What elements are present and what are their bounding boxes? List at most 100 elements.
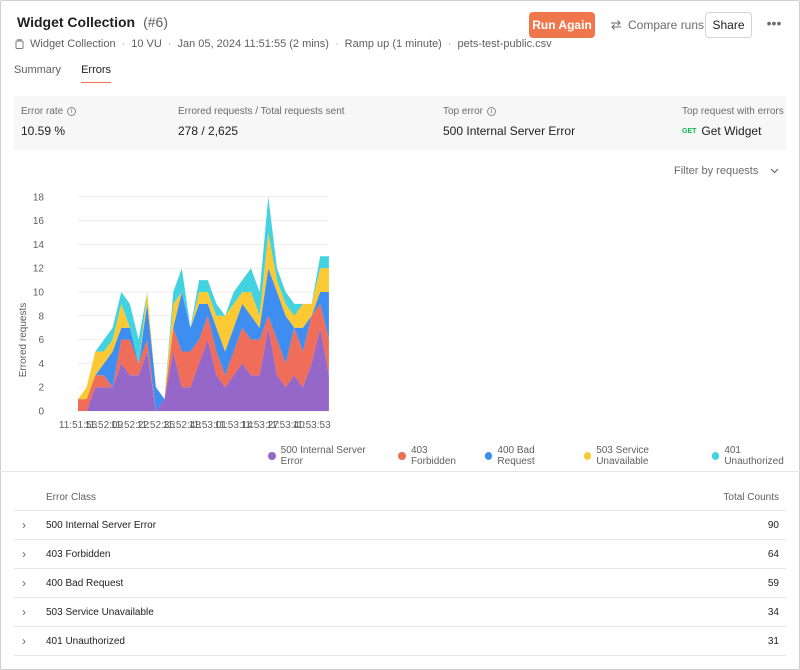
table-row[interactable]: › 403 Forbidden 64: [14, 540, 786, 569]
legend-label: 401 Unauthorized: [724, 445, 784, 467]
info-icon[interactable]: i: [67, 107, 77, 116]
table-row[interactable]: › 503 Service Unavailable 34: [14, 598, 786, 627]
x-tick-label: 11:52:09: [85, 420, 124, 431]
table-row[interactable]: › 500 Internal Server Error 90: [14, 511, 786, 540]
legend-dot: [398, 452, 406, 460]
share-button[interactable]: Share: [705, 12, 752, 38]
error-class-name: 400 Bad Request: [46, 577, 124, 589]
compare-runs-label: Compare runs: [628, 18, 705, 32]
chevron-right-icon[interactable]: ›: [22, 547, 26, 561]
meta-data-file: pets-test-public.csv: [457, 38, 552, 50]
chevron-right-icon[interactable]: ›: [22, 634, 26, 648]
metric-errored-label: Errored requests / Total requests sent: [178, 106, 345, 117]
chevron-right-icon[interactable]: ›: [22, 576, 26, 590]
run-again-button[interactable]: Run Again: [529, 12, 595, 38]
error-count: 59: [767, 577, 779, 589]
area-series-4[interactable]: [78, 196, 329, 400]
metrics-panel: Error rate i 10.59 % Errored requests / T…: [14, 96, 786, 150]
metric-top-request-name[interactable]: Get Widget: [701, 124, 762, 138]
metric-error-rate: Error rate i 10.59 %: [21, 106, 77, 138]
area-series-2[interactable]: [78, 268, 329, 411]
more-options-icon[interactable]: •••: [766, 15, 782, 31]
tab-bar: Summary Errors: [14, 64, 112, 83]
y-tick-label: 10: [33, 288, 45, 299]
chevron-right-icon[interactable]: ›: [22, 605, 26, 619]
y-tick-label: 6: [38, 335, 44, 346]
error-class-table: Error Class Total Counts › 500 Internal …: [14, 484, 786, 656]
error-class-name: 503 Service Unavailable: [46, 606, 154, 618]
x-tick-label: 11:52:35: [137, 420, 176, 431]
x-tick-label: 11:53:53: [292, 420, 331, 431]
meta-collection: Widget Collection: [30, 38, 116, 50]
legend-item-503[interactable]: 503 Service Unavailable: [583, 445, 700, 467]
legend-item-500[interactable]: 500 Internal Server Error: [268, 445, 386, 467]
legend-label: 400 Bad Request: [497, 445, 535, 467]
legend-dot: [583, 452, 592, 460]
y-tick-label: 16: [33, 216, 45, 227]
meta-separator: ·: [447, 38, 452, 50]
x-tick-label: 11:53:14: [215, 420, 254, 431]
metric-error-rate-label: Error rate: [21, 106, 64, 117]
title-row: Widget Collection (#6): [17, 14, 168, 30]
legend-label: 500 Internal Server Error: [280, 445, 366, 467]
tab-summary[interactable]: Summary: [14, 64, 62, 76]
y-tick-label: 14: [33, 240, 45, 251]
meta-load-profile: Ramp up (1 minute): [344, 38, 442, 50]
error-class-name: 401 Unauthorized: [46, 635, 125, 647]
y-tick-label: 0: [38, 407, 44, 418]
x-tick-label: 11:51:56: [59, 420, 98, 431]
compare-runs-button[interactable]: Compare runs: [610, 13, 704, 37]
y-tick-label: 2: [38, 383, 44, 394]
x-tick-label: 11:53:27: [241, 420, 280, 431]
compare-arrows-icon: [611, 20, 621, 30]
x-tick-label: 11:53:01: [189, 420, 228, 431]
filter-by-requests-dropdown[interactable]: Filter by requests: [674, 165, 779, 177]
error-count: 31: [767, 635, 779, 647]
error-count: 64: [767, 548, 779, 560]
y-tick-label: 8: [38, 311, 44, 322]
meta-separator: ·: [121, 38, 126, 50]
metric-errored-requests: Errored requests / Total requests sent 2…: [178, 106, 345, 138]
x-axis-ticks: 11:51:5611:52:0911:52:2211:52:3511:52:48…: [59, 420, 331, 431]
chart-areas: [78, 196, 329, 411]
table-header: Error Class Total Counts: [14, 484, 786, 511]
y-axis-ticks: 0 2 4 6 8 10 12 14 16 18: [33, 192, 45, 417]
metric-top-error-value: 500 Internal Server Error: [443, 124, 576, 138]
legend-item-401[interactable]: 401 Unauthorized: [711, 445, 800, 467]
y-tick-label: 18: [33, 192, 45, 203]
legend-label: 403 Forbidden: [410, 445, 456, 467]
meta-separator: ·: [334, 38, 339, 50]
y-axis-label: Errored requests: [18, 303, 29, 377]
run-meta: Widget Collection · 10 VU · Jan 05, 2024…: [15, 38, 552, 50]
legend-label: 503 Service Unavailable: [596, 445, 649, 467]
x-tick-label: 11:52:48: [163, 420, 202, 431]
meta-vu: 10 VU: [131, 38, 162, 50]
error-class-name: 403 Forbidden: [46, 548, 111, 560]
section-divider: [0, 471, 800, 472]
area-series-1[interactable]: [78, 303, 329, 411]
x-tick-label: 11:52:22: [111, 420, 150, 431]
y-tick-label: 4: [38, 359, 44, 370]
metric-top-error-label: Top error: [443, 106, 484, 117]
info-icon[interactable]: i: [487, 107, 497, 116]
error-class-name: 500 Internal Server Error: [46, 519, 157, 531]
area-series-0[interactable]: [78, 327, 329, 411]
x-tick-label: 11:53:40: [267, 420, 306, 431]
metric-error-rate-value: 10.59 %: [21, 124, 66, 138]
page-title: Widget Collection: [17, 14, 136, 30]
legend-dot: [711, 452, 720, 460]
table-row[interactable]: › 401 Unauthorized 31: [14, 627, 786, 656]
metric-top-request-label: Top request with errors: [682, 106, 784, 117]
chevron-right-icon[interactable]: ›: [22, 518, 26, 532]
col-error-class: Error Class: [46, 491, 97, 503]
tab-errors[interactable]: Errors: [81, 64, 112, 83]
area-series-3[interactable]: [78, 232, 329, 400]
table-row[interactable]: › 400 Bad Request 59: [14, 569, 786, 598]
col-total-counts: Total Counts: [723, 491, 779, 503]
chevron-down-icon: [770, 168, 779, 174]
error-count: 90: [767, 519, 779, 531]
collection-icon: [15, 39, 24, 49]
legend-item-400[interactable]: 400 Bad Request: [484, 445, 572, 467]
meta-separator: ·: [167, 38, 172, 50]
legend-item-403[interactable]: 403 Forbidden: [398, 445, 472, 467]
